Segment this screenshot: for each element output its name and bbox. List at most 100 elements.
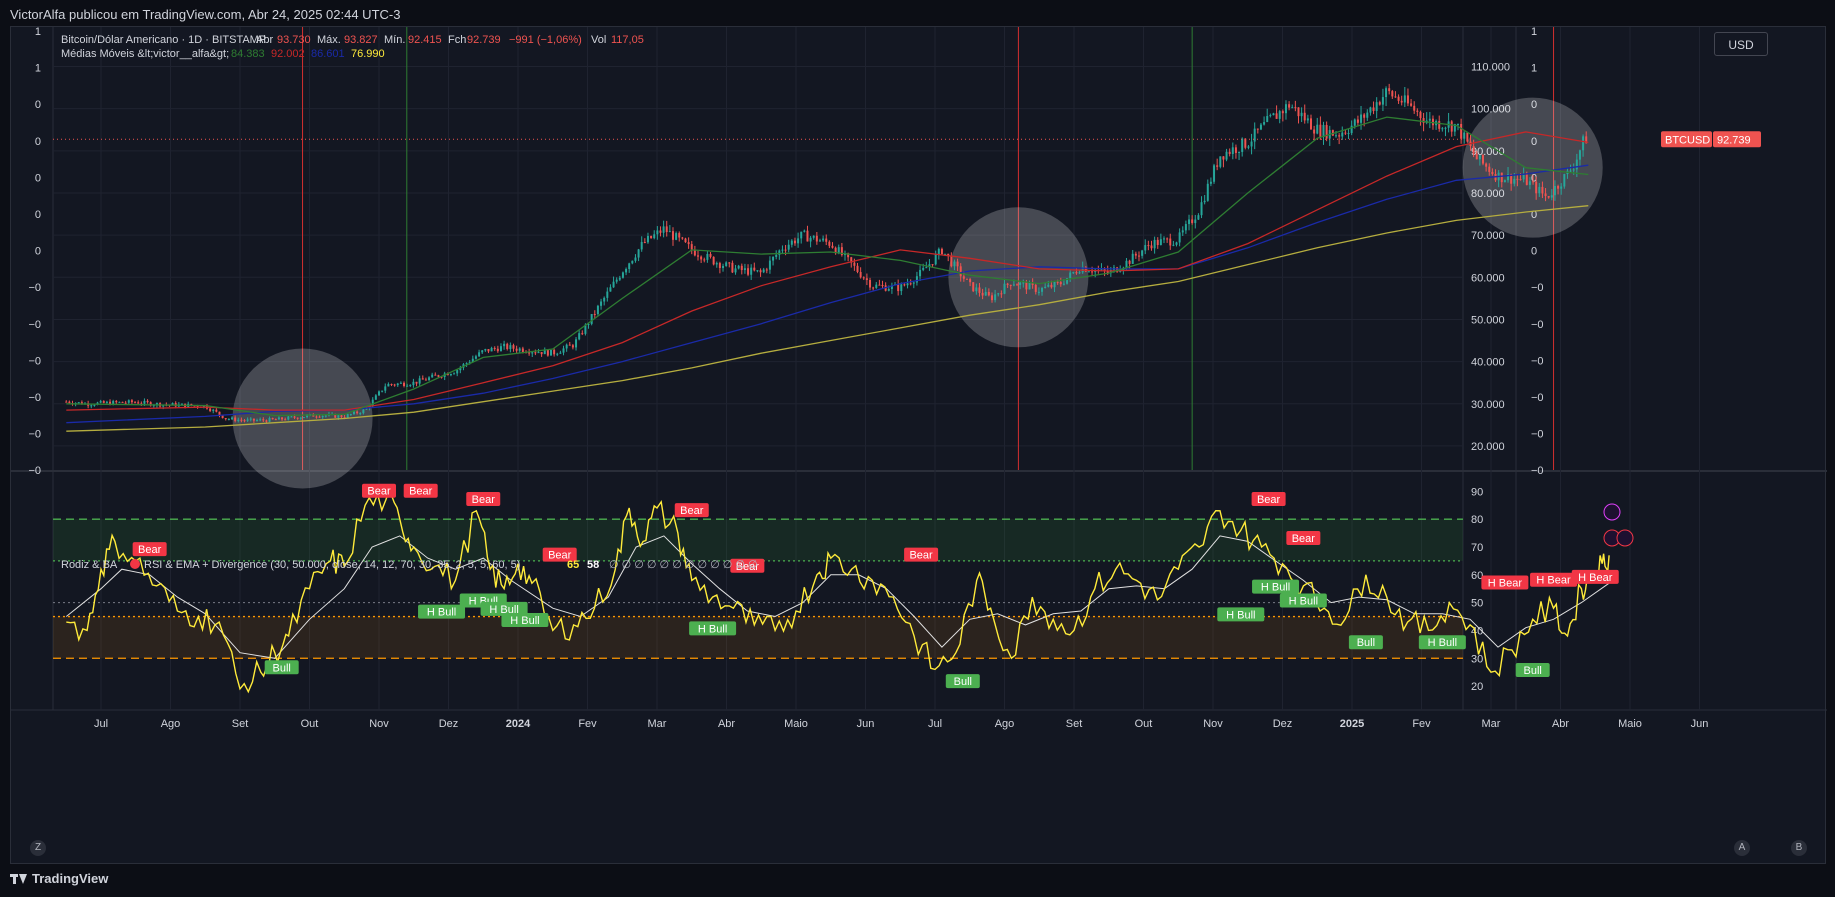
candle <box>528 352 531 354</box>
candle <box>1391 91 1394 97</box>
candle <box>1178 232 1181 243</box>
vol-label: Vol <box>591 34 606 46</box>
b-button[interactable]: B <box>1791 840 1807 856</box>
candle <box>1272 113 1275 116</box>
bear-label <box>1481 575 1529 590</box>
candle <box>1169 238 1172 246</box>
candle <box>1306 118 1309 121</box>
candle <box>762 269 765 273</box>
candle <box>931 264 934 266</box>
candle <box>1125 260 1128 268</box>
candle <box>99 401 102 403</box>
bull-label <box>1515 663 1550 678</box>
empty-values: ∅ ∅ ∅ ∅ ∅ ∅ ∅ ∅ ∅ ∅ ∅ ∅ <box>609 559 758 571</box>
candle <box>1284 104 1287 114</box>
candle <box>919 269 922 277</box>
highlight-circle <box>1462 97 1603 238</box>
candle <box>1488 166 1491 172</box>
candle <box>237 419 240 421</box>
candle <box>428 377 431 381</box>
candle <box>640 242 643 250</box>
candle <box>650 235 653 239</box>
candle <box>737 265 740 269</box>
candle <box>700 256 703 260</box>
time-tick-label: Set <box>1066 718 1083 730</box>
candle <box>512 345 515 349</box>
candle <box>978 287 981 293</box>
candle <box>756 270 759 272</box>
candle <box>937 248 940 255</box>
candle <box>484 349 487 351</box>
candle <box>906 283 909 286</box>
candle <box>246 419 249 421</box>
candle <box>1247 146 1250 148</box>
candle <box>277 417 280 420</box>
candle <box>1194 219 1197 224</box>
candle <box>387 384 390 387</box>
candle <box>890 285 893 290</box>
open-value: 93.730 <box>277 34 311 46</box>
rsi-tick-label: 50 <box>1471 598 1483 610</box>
rsi-line <box>66 490 1610 694</box>
candle <box>352 411 355 415</box>
divergence-label-text: H Bull <box>427 607 456 619</box>
candle <box>90 405 93 407</box>
currency-button[interactable]: USD <box>1714 32 1768 56</box>
candle <box>1560 186 1563 189</box>
candle <box>634 257 637 261</box>
candle <box>822 238 825 241</box>
candle <box>584 324 587 334</box>
high-label: Máx. <box>317 34 341 46</box>
candle <box>571 345 574 348</box>
candle <box>1259 124 1262 130</box>
candle <box>997 293 1000 295</box>
auto-scale-button[interactable]: A <box>1734 840 1750 856</box>
left-tick-label: 1 <box>35 63 41 75</box>
divergence-label-text: Bull <box>1357 637 1375 649</box>
zoom-button[interactable]: Z <box>30 840 46 856</box>
candle <box>759 270 762 273</box>
chart-svg[interactable]: 110.000 100.000 90.000 80.000 70.000 60.000 50… <box>11 26 1827 865</box>
chart-frame[interactable]: 110.000 100.000 90.000 80.000 70.000 60.000 50… <box>10 26 1827 865</box>
candle <box>1025 282 1028 290</box>
candle <box>959 266 962 277</box>
divergence-label-text: H Bear <box>1488 578 1523 590</box>
candle <box>1106 270 1109 274</box>
candle <box>671 231 674 240</box>
right-tick-label: −0 <box>1531 355 1544 367</box>
candle <box>1456 123 1459 125</box>
candle <box>1303 112 1306 121</box>
candle <box>124 402 127 404</box>
candle <box>1322 125 1325 138</box>
candle <box>315 416 318 418</box>
candle <box>656 230 659 235</box>
brand[interactable]: TradingView <box>10 871 108 886</box>
ma-red-line <box>66 131 1589 411</box>
divergence-label-text: Bear <box>680 505 704 517</box>
highlight-circles <box>232 97 1603 489</box>
candle <box>1147 245 1150 247</box>
candle <box>127 400 130 403</box>
candle <box>806 230 809 242</box>
candle <box>1375 102 1378 111</box>
ma-yellow-value: 76.990 <box>351 48 385 60</box>
candle <box>881 285 884 287</box>
highlight-circle <box>948 207 1089 348</box>
time-tick-label: Jun <box>857 718 875 730</box>
price-tick-label: 60.000 <box>1471 272 1505 284</box>
candle <box>306 415 309 418</box>
candle <box>93 404 96 406</box>
price-axis[interactable]: 110.000 100.000 90.000 80.000 70.000 60.000 50… <box>1471 62 1511 453</box>
time-axis[interactable]: Jul Ago Set Out Nov Dez 2024 Fev Mar Abr Maio Jun Ju… <box>94 718 1708 730</box>
candle <box>643 242 646 244</box>
price-tag-symbol-bg <box>1661 131 1712 148</box>
candle <box>1172 244 1175 246</box>
candle <box>1253 128 1256 142</box>
candle <box>793 240 796 244</box>
candle <box>1535 181 1538 194</box>
candle <box>1234 147 1237 153</box>
candle <box>1134 253 1137 256</box>
candle <box>972 282 975 292</box>
left-tick-label: 0 <box>35 136 41 148</box>
